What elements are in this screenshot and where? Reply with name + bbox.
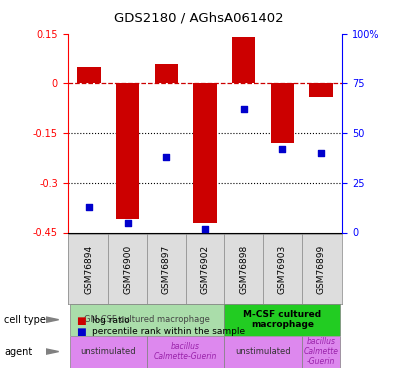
Text: agent: agent bbox=[4, 346, 32, 357]
Text: unstimulated: unstimulated bbox=[80, 347, 136, 356]
Text: GSM76898: GSM76898 bbox=[239, 244, 248, 294]
Bar bbox=[116, 84, 139, 219]
Bar bbox=[302, 336, 340, 368]
Text: unstimulated: unstimulated bbox=[235, 347, 291, 356]
Bar bbox=[224, 336, 302, 368]
Point bbox=[163, 154, 170, 160]
Bar bbox=[70, 304, 224, 336]
Text: ■: ■ bbox=[76, 327, 85, 337]
Point bbox=[125, 220, 131, 226]
Text: bacillus
Calmette
-Guerin: bacillus Calmette -Guerin bbox=[304, 337, 339, 366]
Text: GSM76900: GSM76900 bbox=[123, 244, 132, 294]
Bar bbox=[155, 63, 178, 84]
Point bbox=[318, 150, 324, 156]
Text: GDS2180 / AGhsA061402: GDS2180 / AGhsA061402 bbox=[114, 11, 284, 24]
Text: cell type: cell type bbox=[4, 315, 46, 325]
Text: GSM76902: GSM76902 bbox=[201, 244, 209, 294]
Bar bbox=[77, 67, 101, 84]
Text: GSM76899: GSM76899 bbox=[316, 244, 326, 294]
Point bbox=[86, 204, 92, 210]
Bar bbox=[147, 336, 224, 368]
Text: GSM76903: GSM76903 bbox=[278, 244, 287, 294]
Text: GSM76894: GSM76894 bbox=[84, 244, 94, 294]
Bar bbox=[193, 84, 217, 223]
Polygon shape bbox=[46, 317, 59, 322]
Text: GSM76897: GSM76897 bbox=[162, 244, 171, 294]
Point bbox=[202, 225, 208, 231]
Bar bbox=[309, 84, 333, 97]
Text: percentile rank within the sample: percentile rank within the sample bbox=[92, 327, 245, 336]
Text: bacillus
Calmette-Guerin: bacillus Calmette-Guerin bbox=[154, 342, 217, 361]
Bar bbox=[224, 304, 340, 336]
Point bbox=[240, 106, 247, 112]
Bar bbox=[232, 37, 255, 84]
Bar bbox=[70, 336, 147, 368]
Bar bbox=[271, 84, 294, 143]
Text: GM-CSF cultured macrophage: GM-CSF cultured macrophage bbox=[84, 315, 210, 324]
Polygon shape bbox=[46, 349, 59, 354]
Text: M-CSF cultured
macrophage: M-CSF cultured macrophage bbox=[243, 310, 322, 329]
Text: ■: ■ bbox=[76, 316, 85, 326]
Text: log ratio: log ratio bbox=[92, 316, 129, 325]
Point bbox=[279, 146, 285, 152]
